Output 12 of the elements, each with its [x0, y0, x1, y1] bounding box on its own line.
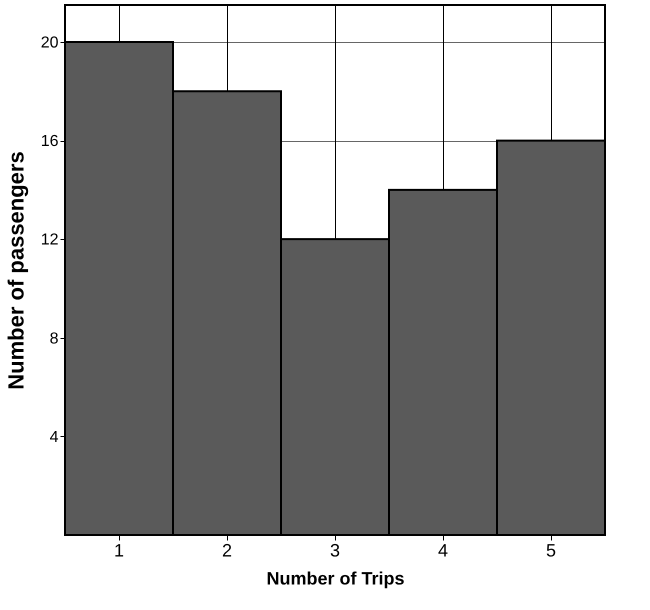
y-tick-label: 8	[50, 330, 59, 348]
x-tick-label: 2	[222, 540, 232, 560]
y-tick-label: 16	[40, 133, 59, 150]
x-axis-title: Number of Trips	[266, 568, 405, 588]
x-tick-label: 1	[114, 540, 124, 560]
x-tick-label: 5	[546, 540, 556, 560]
y-axis-title: Number of passengers	[4, 151, 29, 390]
y-tick-label: 20	[40, 34, 59, 52]
y-tick-label: 4	[50, 428, 59, 446]
x-tick-label: 3	[330, 540, 340, 560]
y-tick-label: 12	[40, 232, 59, 249]
x-tick-label: 4	[438, 540, 448, 560]
